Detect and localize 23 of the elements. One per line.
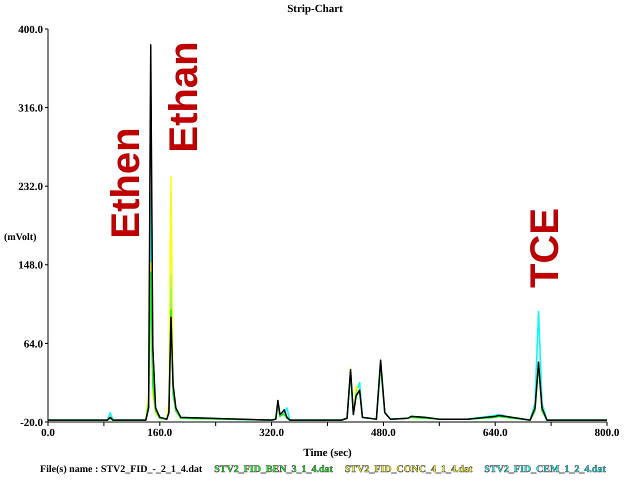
y-tick-label: 400.0	[18, 24, 44, 36]
x-tick-label: 0.0	[41, 426, 56, 439]
text: STV2_FID_CONC_4_1_4.dat	[344, 464, 472, 475]
y-tick-label: 148.0	[18, 260, 44, 272]
y-tick-label: 64.0	[24, 338, 44, 350]
x-tick-label: 160.0	[147, 426, 173, 439]
y-tick-label: 232.0	[18, 181, 44, 194]
annotation: Ethen	[104, 127, 148, 239]
text: STV2_FID_CEM_1_2_4.dat	[484, 464, 606, 475]
x-tick-label: 320.0	[259, 426, 284, 439]
y-tick-label: 316.0	[18, 102, 44, 115]
annotation: TCE	[523, 208, 567, 288]
x-tick-label: 640.0	[482, 426, 508, 439]
legend-title: File(s) name :	[40, 464, 98, 475]
y-tick-label: -20.0	[20, 416, 44, 429]
annotation: Ethan	[162, 41, 206, 153]
text: STV2_FID_-_2_1_4.dat	[100, 464, 202, 475]
x-axis-title: Time (sec)	[303, 447, 352, 459]
x-tick-label: 480.0	[371, 426, 396, 439]
y-axis-title: (mVolt)	[4, 232, 36, 243]
chart-title: Strip-Chart	[286, 3, 344, 15]
x-tick-label: 800.0	[594, 426, 620, 439]
text: STV2_FID_BEN_3_1_4.dat	[214, 464, 333, 475]
